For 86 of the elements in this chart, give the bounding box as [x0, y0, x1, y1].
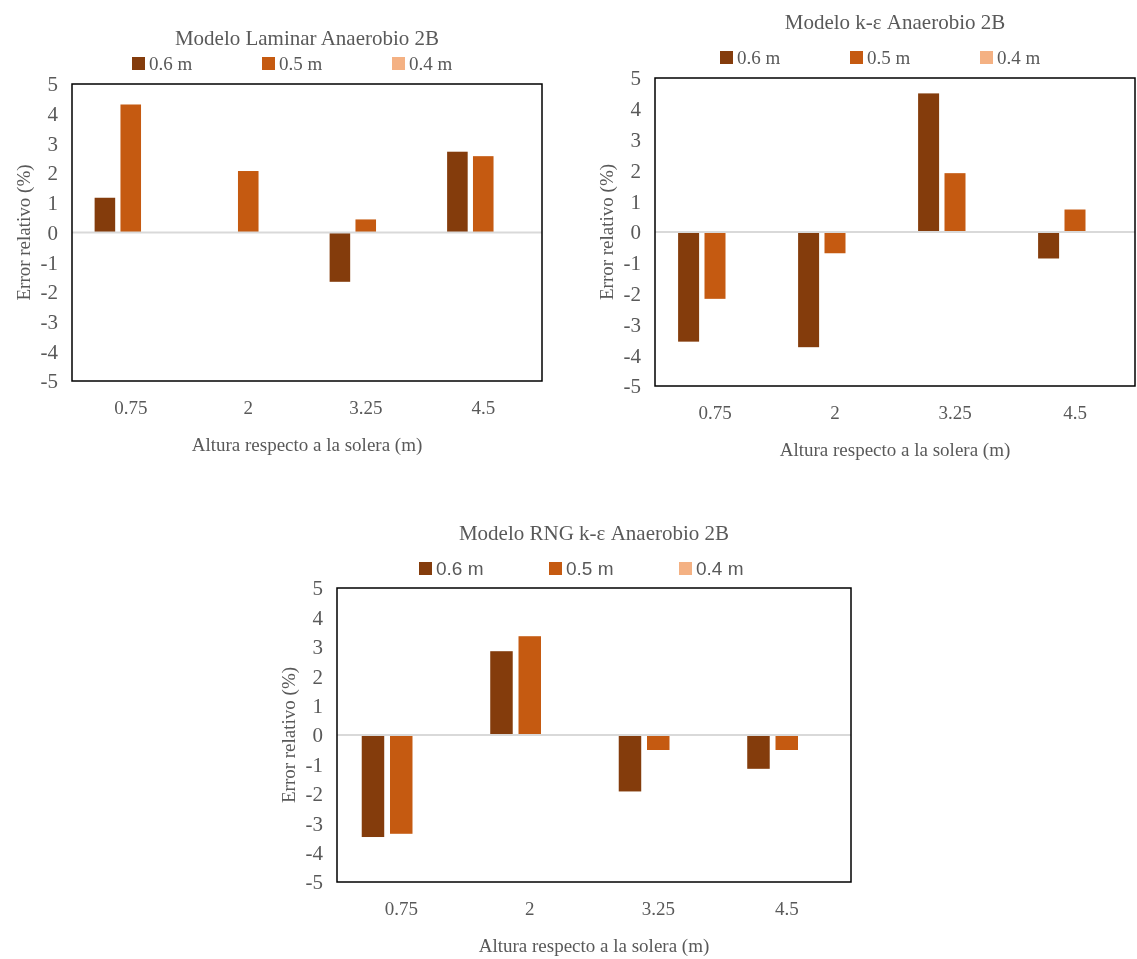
- bar: [329, 232, 351, 282]
- x-tick-label: 2: [525, 898, 535, 919]
- y-tick-label: -4: [40, 339, 59, 364]
- y-tick-label: -3: [40, 309, 58, 334]
- x-tick-label: 0.75: [698, 402, 732, 423]
- y-tick-label: -1: [623, 251, 641, 276]
- bar: [490, 651, 513, 735]
- x-tick-label: 2: [243, 397, 253, 418]
- bar: [647, 735, 670, 750]
- x-tick-label: 4.5: [774, 898, 799, 919]
- x-tick-label: 2: [830, 402, 840, 423]
- y-tick-label: 5: [312, 576, 323, 601]
- chart-title: Modelo Laminar Anaerobio 2B: [174, 26, 440, 50]
- y-tick-label: -1: [305, 752, 323, 777]
- y-tick-label: 2: [630, 158, 641, 183]
- legend-label: 0.6 m: [737, 47, 781, 68]
- bar: [120, 104, 142, 233]
- bar: [447, 151, 468, 233]
- y-tick-label: -4: [305, 840, 324, 865]
- bar: [1064, 209, 1086, 232]
- y-tick-label: 2: [312, 664, 323, 689]
- legend-label: 0.6 m: [149, 53, 193, 74]
- y-tick-label: 0: [47, 220, 58, 245]
- x-axis-title: Altura respecto a la solera (m): [191, 434, 423, 456]
- y-tick-label: 1: [312, 693, 323, 718]
- bar: [944, 173, 966, 232]
- bar: [678, 232, 700, 342]
- y-tick-label: -5: [40, 369, 58, 394]
- y-tick-label: -2: [40, 280, 58, 305]
- x-tick-label: 4.5: [471, 397, 496, 418]
- legend-label: 0.6 m: [436, 558, 484, 579]
- y-tick-label: 0: [312, 723, 323, 748]
- bar: [918, 93, 940, 232]
- bar: [472, 156, 494, 233]
- y-tick-label: -1: [40, 250, 58, 275]
- legend-label: 0.4 m: [409, 53, 453, 74]
- y-tick-label: -2: [623, 281, 641, 306]
- chart-title: Modelo k-ε Anaerobio 2B: [784, 10, 1006, 34]
- x-tick-label: 0.75: [384, 898, 418, 919]
- y-axis-title: Error relativo (%): [278, 666, 300, 804]
- y-tick-label: 3: [630, 127, 641, 152]
- bar: [390, 735, 413, 834]
- chart-title: Modelo RNG k-ε Anaerobio 2B: [458, 521, 730, 545]
- y-tick-label: 1: [47, 191, 58, 216]
- y-tick-label: -3: [305, 811, 323, 836]
- bar: [361, 735, 385, 838]
- y-tick-label: -3: [623, 312, 641, 337]
- y-axis-title: Error relativo (%): [596, 163, 618, 301]
- x-tick-label: 4.5: [1063, 402, 1087, 423]
- legend-label: 0.5 m: [867, 47, 911, 68]
- y-tick-label: -5: [623, 374, 641, 399]
- y-tick-label: -4: [623, 343, 642, 368]
- y-tick-label: 3: [47, 131, 58, 156]
- bar: [1038, 232, 1060, 259]
- x-tick-label: 3.25: [349, 397, 383, 418]
- legend-label: 0.5 m: [566, 558, 614, 579]
- y-tick-label: 4: [630, 97, 642, 122]
- bar: [747, 735, 770, 769]
- y-tick-label: 5: [630, 66, 641, 91]
- bar: [824, 232, 846, 254]
- bar: [775, 735, 798, 750]
- x-axis-title: Altura respecto a la solera (m): [779, 439, 1011, 461]
- y-tick-label: -5: [305, 870, 323, 895]
- y-tick-label: -2: [305, 782, 323, 807]
- y-tick-label: 5: [47, 72, 58, 97]
- y-tick-label: 1: [630, 189, 641, 214]
- x-tick-label: 0.75: [114, 397, 148, 418]
- y-tick-label: 4: [47, 102, 59, 127]
- y-axis-title: Error relativo (%): [13, 164, 35, 301]
- bar: [518, 636, 541, 735]
- bar: [237, 171, 259, 233]
- y-tick-label: 2: [47, 161, 58, 186]
- bar: [94, 197, 116, 233]
- legend-label: 0.4 m: [696, 558, 744, 579]
- x-tick-label: 3.25: [938, 402, 972, 423]
- bar: [355, 219, 377, 233]
- legend-label: 0.4 m: [997, 47, 1041, 68]
- x-tick-label: 3.25: [641, 898, 675, 919]
- bar: [618, 735, 642, 792]
- y-tick-label: 3: [312, 635, 323, 660]
- y-tick-label: 4: [312, 605, 324, 630]
- y-tick-label: 0: [630, 220, 641, 245]
- bar: [704, 232, 726, 299]
- x-axis-title: Altura respecto a la solera (m): [478, 935, 710, 957]
- legend-label: 0.5 m: [279, 53, 323, 74]
- bar: [798, 232, 820, 348]
